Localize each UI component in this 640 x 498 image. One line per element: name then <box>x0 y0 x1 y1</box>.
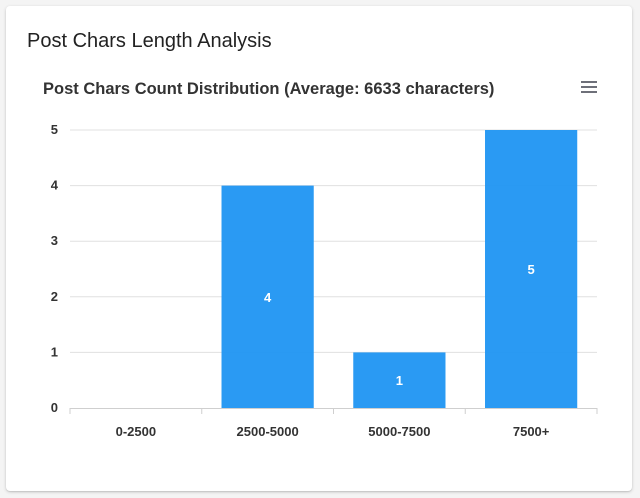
bar <box>353 352 446 408</box>
data-labels: 4 1 5 <box>264 262 535 388</box>
y-tick-label: 1 <box>51 344 58 359</box>
x-tick-label: 0-2500 <box>116 424 156 439</box>
data-label: 1 <box>396 373 403 388</box>
y-tick-label: 5 <box>51 122 58 137</box>
card-title: Post Chars Length Analysis <box>27 30 272 52</box>
y-tick-label: 2 <box>51 289 58 304</box>
chart-title: Post Chars Count Distribution (Average: … <box>43 80 494 98</box>
y-tick-label: 3 <box>51 233 58 248</box>
hamburger-menu-icon[interactable] <box>578 78 600 96</box>
bars <box>221 130 578 408</box>
x-tick-label: 2500-5000 <box>237 424 299 439</box>
y-tick-label: 0 <box>51 400 58 415</box>
x-tick-label: 7500+ <box>513 424 550 439</box>
data-label: 4 <box>264 290 272 305</box>
x-tick-label: 5000-7500 <box>368 424 430 439</box>
data-label: 5 <box>528 262 535 277</box>
bar <box>485 130 578 408</box>
y-tick-label: 4 <box>51 178 59 193</box>
axes: 0 1 2 3 4 5 0-2500 2500-5000 5000-7500 7500+ <box>51 122 598 439</box>
bar <box>221 185 314 408</box>
